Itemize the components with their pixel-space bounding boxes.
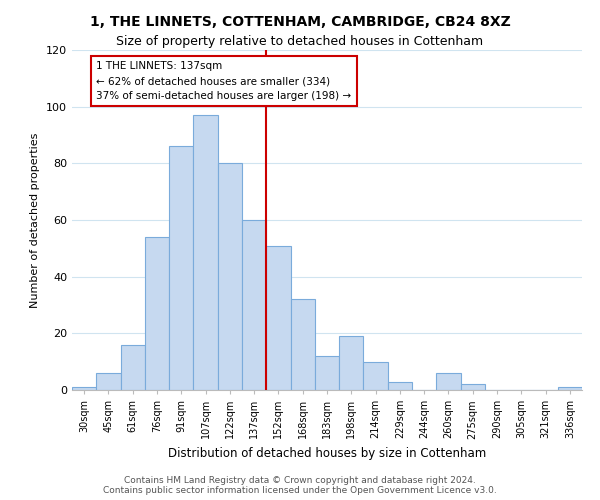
- Bar: [96, 373, 121, 390]
- Bar: [558, 387, 582, 390]
- Bar: [218, 164, 242, 390]
- Bar: [72, 387, 96, 390]
- X-axis label: Distribution of detached houses by size in Cottenham: Distribution of detached houses by size …: [168, 447, 486, 460]
- Bar: [266, 246, 290, 390]
- Bar: [121, 344, 145, 390]
- Bar: [461, 384, 485, 390]
- Text: Contains public sector information licensed under the Open Government Licence v3: Contains public sector information licen…: [103, 486, 497, 495]
- Bar: [388, 382, 412, 390]
- Bar: [242, 220, 266, 390]
- Bar: [193, 115, 218, 390]
- Bar: [169, 146, 193, 390]
- Text: Contains HM Land Registry data © Crown copyright and database right 2024.: Contains HM Land Registry data © Crown c…: [124, 476, 476, 485]
- Bar: [145, 237, 169, 390]
- Bar: [364, 362, 388, 390]
- Bar: [290, 300, 315, 390]
- Text: 1 THE LINNETS: 137sqm
← 62% of detached houses are smaller (334)
37% of semi-det: 1 THE LINNETS: 137sqm ← 62% of detached …: [96, 62, 352, 101]
- Text: 1, THE LINNETS, COTTENHAM, CAMBRIDGE, CB24 8XZ: 1, THE LINNETS, COTTENHAM, CAMBRIDGE, CB…: [89, 15, 511, 29]
- Bar: [339, 336, 364, 390]
- Bar: [315, 356, 339, 390]
- Text: Size of property relative to detached houses in Cottenham: Size of property relative to detached ho…: [116, 35, 484, 48]
- Bar: [436, 373, 461, 390]
- Y-axis label: Number of detached properties: Number of detached properties: [31, 132, 40, 308]
